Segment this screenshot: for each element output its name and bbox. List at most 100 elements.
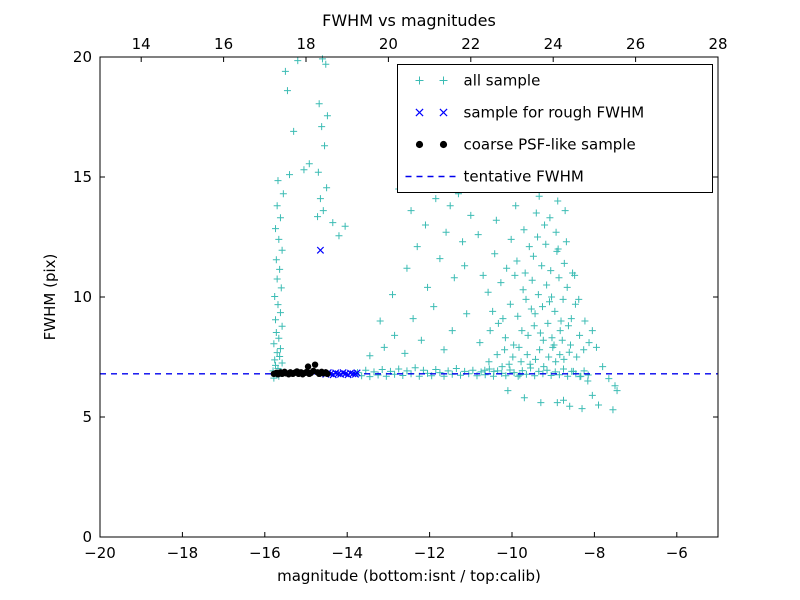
scatter-point (415, 76, 424, 85)
legend: all sample sample for rough FWHM coarse PS… (397, 64, 713, 193)
x-tick-label: −6 (666, 544, 688, 562)
scatter-point (477, 368, 485, 376)
scatter-point (276, 265, 284, 273)
chart-title: FWHM vs magnitudes (322, 11, 496, 30)
scatter-point (409, 315, 417, 323)
scatter-point (403, 264, 411, 272)
scatter-point (281, 67, 289, 75)
scatter-point (322, 60, 330, 68)
scatter-point (498, 363, 506, 371)
scatter-point (444, 367, 452, 375)
scatter-point (573, 353, 581, 361)
scatter-point (580, 346, 588, 354)
scatter-point (432, 365, 440, 373)
scatter-point (506, 366, 514, 374)
scatter-point (613, 387, 621, 395)
legend-box (397, 64, 713, 193)
scatter-point (283, 87, 291, 95)
scatter-point (546, 214, 554, 222)
scatter-point (527, 305, 535, 313)
scatter-point (530, 322, 538, 330)
scatter-point (584, 371, 592, 379)
scatter-point (505, 360, 513, 368)
scatter-point (564, 322, 572, 330)
scatter-point (446, 202, 454, 210)
scatter-point (492, 216, 500, 224)
scatter-point (592, 343, 600, 351)
scatter-point (401, 349, 409, 357)
scatter-point (318, 123, 326, 131)
scatter-point (463, 310, 471, 318)
scatter-point (419, 366, 427, 374)
scatter-point (558, 336, 566, 344)
scatter-point (380, 343, 388, 351)
scatter-point (273, 202, 281, 210)
scatter-point (584, 377, 592, 385)
scatter-point (467, 211, 475, 219)
x-tick-label: −20 (84, 544, 116, 562)
scatter-point (545, 298, 553, 306)
scatter-point (531, 310, 539, 318)
scatter-point (329, 219, 337, 227)
scatter-point (547, 267, 555, 275)
scatter-point (362, 366, 370, 374)
scatter-point (588, 327, 596, 335)
scatter-point (481, 371, 489, 379)
scatter-point (588, 391, 596, 399)
scatter-point (415, 140, 424, 149)
scatter-point (568, 367, 576, 375)
scatter-point (561, 207, 569, 215)
scatter-point (521, 269, 529, 277)
x-tick-label: −12 (414, 544, 446, 562)
series-coarse-psf (270, 361, 331, 378)
scatter-point (501, 346, 509, 354)
scatter-point (450, 274, 458, 282)
legend-item: sample for rough FWHM (415, 104, 644, 122)
scatter-point (506, 300, 514, 308)
scatter-point (366, 352, 374, 360)
scatter-point (274, 177, 282, 185)
scatter-point (323, 112, 331, 120)
x-tick-label: −18 (167, 544, 199, 562)
scatter-point (271, 356, 279, 364)
scatter-point (318, 55, 326, 63)
top-tick-label: 22 (461, 35, 480, 53)
scatter-point (534, 233, 542, 241)
scatter-point (391, 370, 399, 378)
scatter-point (424, 369, 432, 377)
scatter-point (278, 359, 286, 367)
scatter-point (324, 370, 331, 377)
scatter-point (314, 213, 322, 221)
scatter-point (542, 240, 550, 248)
scatter-point (315, 100, 323, 108)
scatter-point (321, 142, 329, 150)
scatter-point (403, 367, 411, 375)
scatter-point (560, 365, 567, 373)
y-axis-label: FWHM (pix) (41, 254, 59, 341)
scatter-point (439, 140, 448, 149)
scatter-point (413, 243, 421, 251)
scatter-point (290, 127, 298, 135)
top-tick-label: 20 (379, 35, 398, 53)
scatter-point (605, 375, 613, 383)
scatter-point (507, 235, 515, 243)
legend-item: tentative FWHM (405, 168, 584, 186)
scatter-point (536, 329, 544, 337)
scatter-point (522, 370, 530, 378)
scatter-point (555, 274, 563, 282)
scatter-point (276, 309, 284, 317)
scatter-point (502, 372, 510, 380)
scatter-point (439, 108, 448, 117)
scatter-point (286, 171, 294, 179)
scatter-point (554, 245, 562, 253)
scatter-point (275, 235, 283, 243)
scatter-point (550, 341, 558, 349)
scatter-point (277, 284, 285, 292)
scatter-point (557, 317, 565, 325)
scatter-point (611, 382, 619, 390)
scatter-point (452, 365, 460, 373)
scatter-point (559, 295, 567, 303)
scatter-point (518, 367, 526, 375)
